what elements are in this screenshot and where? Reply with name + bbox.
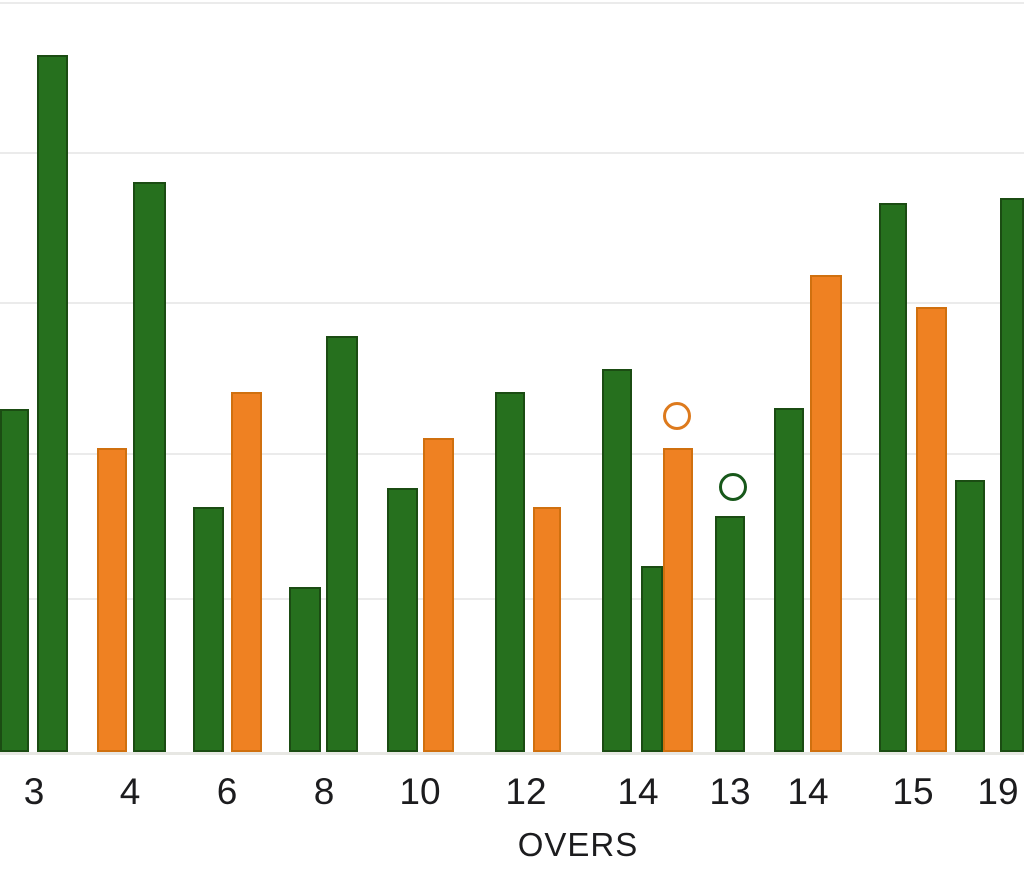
gridline bbox=[0, 2, 1024, 4]
x-tick-label: 13 bbox=[709, 771, 751, 812]
x-tick-label: 10 bbox=[399, 771, 441, 812]
run-bar-green bbox=[1000, 198, 1024, 752]
run-bar-orange bbox=[231, 392, 262, 752]
run-bar-green bbox=[326, 336, 358, 752]
gridline bbox=[0, 152, 1024, 154]
run-bar-orange bbox=[533, 507, 561, 752]
run-bar-orange bbox=[423, 438, 454, 752]
run-bar-green bbox=[387, 488, 418, 752]
gridline bbox=[0, 302, 1024, 304]
run-bar-green bbox=[289, 587, 321, 752]
run-bar-green bbox=[955, 480, 985, 752]
run-bar-green bbox=[193, 507, 224, 752]
x-tick-label: 15 bbox=[892, 771, 934, 812]
wicket-green-circle-icon bbox=[719, 473, 747, 501]
run-bar-green bbox=[641, 566, 663, 752]
run-bar-orange bbox=[916, 307, 947, 752]
run-bar-green bbox=[602, 369, 632, 752]
x-tick-label: 14 bbox=[787, 771, 829, 812]
x-tick-label: 8 bbox=[313, 771, 335, 812]
x-tick-label: 12 bbox=[505, 771, 547, 812]
run-bar-orange bbox=[97, 448, 127, 752]
run-bar-orange bbox=[663, 448, 693, 752]
run-bar-orange bbox=[810, 275, 842, 752]
run-bar-green bbox=[495, 392, 525, 752]
x-axis-baseline bbox=[0, 752, 1024, 755]
run-bar-green bbox=[774, 408, 804, 752]
x-axis-title: OVERS bbox=[517, 826, 639, 863]
run-bar-green bbox=[37, 55, 68, 752]
x-tick-label: 3 bbox=[23, 771, 45, 812]
run-bar-green bbox=[715, 516, 745, 752]
wicket-orange-circle-icon bbox=[663, 402, 691, 430]
x-tick-label: 6 bbox=[216, 771, 238, 812]
x-tick-label: 4 bbox=[119, 771, 141, 812]
run-bar-green bbox=[879, 203, 907, 752]
run-bar-green bbox=[0, 409, 29, 752]
run-bar-green bbox=[133, 182, 166, 752]
x-tick-label: 14 bbox=[617, 771, 659, 812]
x-tick-label: 19 bbox=[977, 771, 1019, 812]
